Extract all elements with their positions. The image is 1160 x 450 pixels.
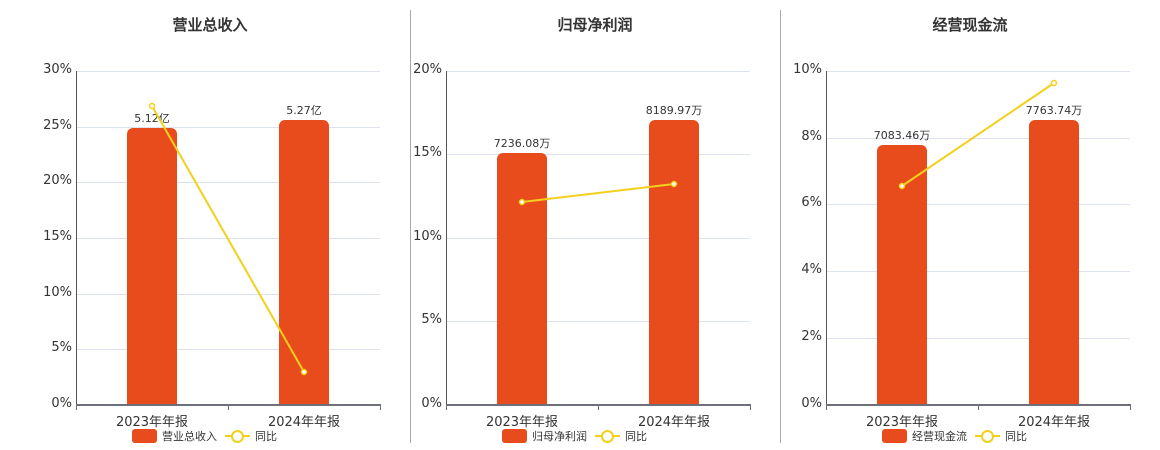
gridline [77,294,380,295]
y-tick-label: 5% [51,340,72,355]
legend-line-label[interactable]: 同比 [1005,430,1027,443]
bar-value-label: 8189.97万 [645,104,703,117]
y-axis [446,71,447,406]
chart-title: 营业总收入 [172,16,248,34]
x-tick [380,405,381,410]
gridline [447,321,750,322]
legend-line-marker-icon[interactable] [595,429,620,443]
x-tick [978,405,979,410]
yoy-point[interactable] [670,180,678,188]
chart-title: 经营现金流 [932,16,1008,34]
y-tick-label: 25% [43,118,72,133]
gridline [77,349,380,350]
yoy-point[interactable] [300,368,308,376]
x-tick [826,405,827,410]
gridline [827,271,1130,272]
gridline [827,338,1130,339]
bar-2024[interactable] [649,120,699,405]
y-tick-label: 6% [801,195,822,210]
legend-bar-label[interactable]: 经营现金流 [912,430,967,443]
bar-value-label: 5.27亿 [286,104,322,117]
x-tick-label: 2024年年报 [1017,415,1091,430]
yoy-line [898,79,1058,190]
legend-bar-swatch-icon[interactable] [882,429,907,443]
x-tick [228,405,229,410]
y-tick-label: 10% [413,229,442,244]
yoy-line [518,180,678,206]
bar-value-label: 7236.08万 [493,137,551,150]
x-tick-label: 2023年年报 [865,415,939,430]
gridline [827,204,1130,205]
x-tick-label: 2024年年报 [267,415,341,430]
y-tick-label: 2% [801,329,822,344]
gridline [447,154,750,155]
legend: 经营现金流 同比 [882,428,1027,444]
chart-panel-net-profit: 归母净利润 20% 15% 10% 5% 0% 7236.08万 8189.97… [410,0,780,450]
legend-line-marker-icon[interactable] [975,429,1000,443]
x-tick [1130,405,1131,410]
legend-bar-label[interactable]: 营业总收入 [162,430,217,443]
y-tick-label: 10% [793,62,822,77]
y-tick-label: 5% [421,312,442,327]
bar-2024[interactable] [279,120,329,405]
yoy-point[interactable] [1050,79,1058,87]
legend-bar-swatch-icon[interactable] [502,429,527,443]
y-tick-label: 8% [801,129,822,144]
yoy-point[interactable] [148,102,156,110]
legend-line-marker-icon[interactable] [225,429,250,443]
gridline [827,71,1130,72]
gridline [77,71,380,72]
chart-title: 归母净利润 [557,16,633,34]
chart-panel-operating-cash-flow: 经营现金流 10% 8% 6% 4% 2% 0% 7083.46万 7763.7… [780,0,1160,450]
legend-line-label[interactable]: 同比 [625,430,647,443]
yoy-point[interactable] [898,182,906,190]
y-tick-label: 20% [43,173,72,188]
bar-value-label: 7763.74万 [1025,104,1083,117]
y-tick-label: 15% [43,229,72,244]
gridline [447,238,750,239]
legend-bar-swatch-icon[interactable] [132,429,157,443]
x-tick-label: 2024年年报 [637,415,711,430]
x-tick [750,405,751,410]
panel-divider [780,10,781,443]
y-tick-label: 15% [413,145,442,160]
y-tick-label: 4% [801,262,822,277]
x-tick [446,405,447,410]
y-axis [826,71,827,406]
gridline [77,182,380,183]
gridline [827,138,1130,139]
legend: 营业总收入 同比 [132,428,277,444]
bar-2023[interactable] [127,128,177,405]
panel-divider [410,10,411,443]
legend-bar-label[interactable]: 归母净利润 [532,430,587,443]
y-tick-label: 10% [43,285,72,300]
chart-panel-revenue: 营业总收入 30% 25% 20% 15% 10% 5% 0% 5.12亿 5.… [0,0,410,450]
x-tick-label: 2023年年报 [115,415,189,430]
gridline [447,71,750,72]
bar-value-label: 7083.46万 [873,129,931,142]
legend-line-label[interactable]: 同比 [255,430,277,443]
yoy-point[interactable] [518,198,526,206]
y-tick-label: 0% [801,396,822,411]
y-tick-label: 0% [51,396,72,411]
bar-2023[interactable] [497,153,547,405]
bar-2024[interactable] [1029,120,1079,405]
x-tick [598,405,599,410]
y-tick-label: 20% [413,62,442,77]
legend: 归母净利润 同比 [502,428,647,444]
y-tick-label: 30% [43,62,72,77]
gridline [77,127,380,128]
yoy-line [148,102,308,376]
y-tick-label: 0% [421,396,442,411]
y-axis [76,71,77,406]
x-tick-label: 2023年年报 [485,415,559,430]
x-tick [76,405,77,410]
